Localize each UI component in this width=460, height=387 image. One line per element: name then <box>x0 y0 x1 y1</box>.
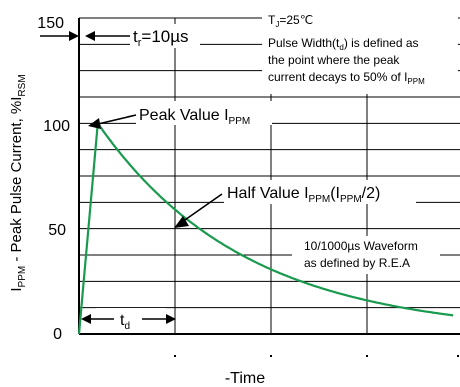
x-tick-mark <box>270 355 272 357</box>
y-tick-150: 150 <box>37 15 64 32</box>
note-line4: current decays to 50% of IPPM <box>268 70 425 86</box>
y-tick-100: 100 <box>43 118 70 135</box>
half-label: Half Value IPPM(IPPM/2) <box>227 185 380 205</box>
half-annotation: Half Value IPPM(IPPM/2) <box>174 180 416 228</box>
note-line2: Pulse Width(td) is defined as <box>268 36 419 52</box>
y-axis-label-mid: - Peak Pulse Current, %I <box>8 97 25 266</box>
y-axis-label-sub2: RSM <box>17 74 28 96</box>
td-label: td <box>120 312 130 332</box>
note-line3: the point where the peak <box>268 53 400 67</box>
y-axis-label: IPPM - Peak Pulse Current, %IRSM <box>8 74 28 291</box>
waveform-line1: 10/1000µs Waveform <box>304 239 418 253</box>
note-text: TJ=25℃ Pulse Width(td) is defined as the… <box>268 13 425 86</box>
y-axis-label-sub1: PPM <box>17 266 28 288</box>
peak-label: Peak Value IPPM <box>139 107 250 127</box>
waveform-line2: as defined by R.E.A <box>304 256 410 270</box>
tr-label: tr=10µs <box>133 27 189 49</box>
x-tick-mark <box>174 355 176 357</box>
tr-annotation: tr=10µs <box>40 24 200 49</box>
peak-annotation: Peak Value IPPM <box>88 101 272 129</box>
x-tick-mark <box>457 355 459 357</box>
y-tick-0: 0 <box>53 326 62 343</box>
td-annotation: td <box>81 308 176 332</box>
note-line1: TJ=25℃ <box>268 13 313 29</box>
waveform-curve <box>77 120 454 335</box>
y-axis-label-main: I <box>8 287 25 291</box>
y-tick-50: 50 <box>48 222 66 239</box>
x-tick-mark <box>366 355 368 357</box>
x-axis-ticks <box>174 355 459 357</box>
x-axis-label: -Time <box>225 370 265 387</box>
waveform-note: 10/1000µs Waveform as defined by R.E.A <box>292 236 440 274</box>
note-box-bg <box>262 10 458 94</box>
